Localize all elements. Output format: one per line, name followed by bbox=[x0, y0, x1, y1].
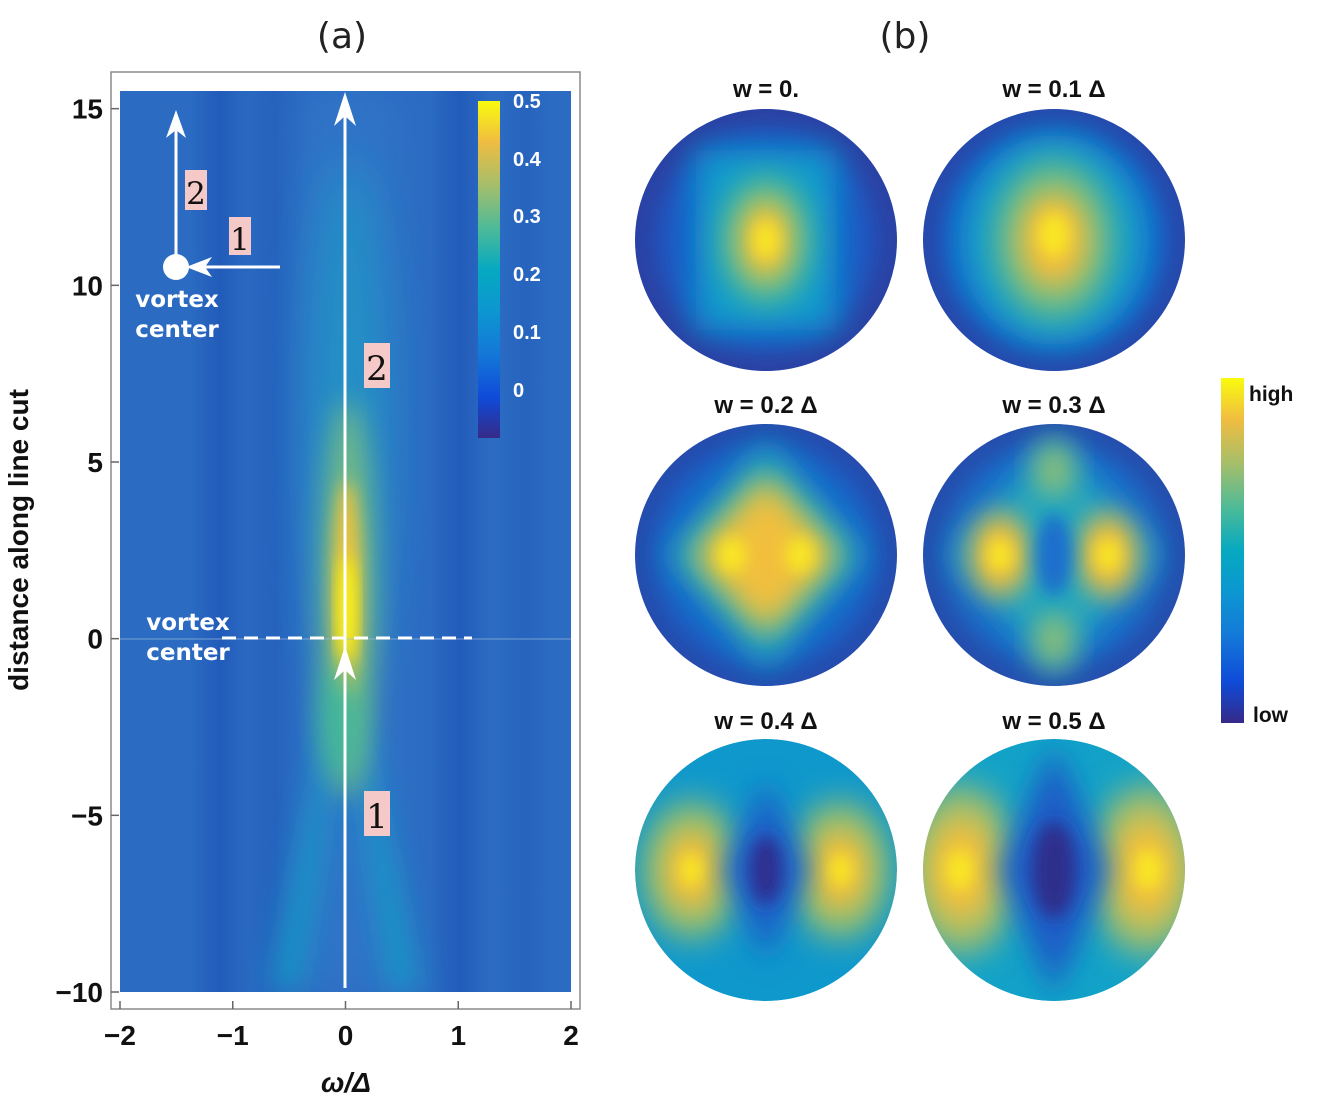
colorbar-a-bar bbox=[478, 101, 500, 438]
vortex-center-label-line1: vortex bbox=[146, 610, 230, 636]
y-tick-label-0: 15 bbox=[72, 94, 103, 125]
inset-vortex-label-line2: center bbox=[135, 317, 219, 343]
colorbar-b-low-label: low bbox=[1253, 704, 1289, 727]
map4-left-hot bbox=[680, 854, 704, 886]
map2-hot-right bbox=[786, 537, 814, 573]
y-axis-ticks: 15 10 5 0 −5 −10 bbox=[56, 94, 119, 1008]
colorbar-a-ticks: 0.5 0.4 0.3 0.2 0.1 0 bbox=[513, 91, 542, 402]
inset-vortex-dot bbox=[163, 254, 189, 280]
x-axis-ticks: −2 −1 0 1 2 bbox=[104, 1001, 579, 1051]
y-axis-label: distance along line cut bbox=[3, 389, 34, 691]
ldos-map-w0 bbox=[635, 109, 897, 371]
panel-b-colorbar: high low bbox=[1221, 378, 1293, 727]
map4-center-dark bbox=[750, 836, 782, 904]
panel-a-label: (a) bbox=[317, 16, 367, 57]
colorbar-b-high-label: high bbox=[1249, 383, 1293, 406]
colorbar-a-tick-5: 0 bbox=[513, 380, 524, 402]
map2-diamond-orange bbox=[702, 485, 830, 625]
cut-1-badge: 1 bbox=[364, 791, 390, 837]
map3-left-hot bbox=[988, 539, 1012, 571]
colorbar-a-tick-3: 0.2 bbox=[513, 264, 541, 286]
colorbar-b-bar bbox=[1221, 378, 1244, 723]
map3-bottom-lobe bbox=[1034, 612, 1074, 668]
ldos-map-w3 bbox=[923, 424, 1185, 686]
colorbar-a-tick-2: 0.3 bbox=[513, 206, 541, 228]
map0-yellow bbox=[754, 222, 778, 258]
cut-1-badge-label: 1 bbox=[366, 797, 388, 837]
map2-hot-left bbox=[718, 537, 746, 573]
y-tick-label-5: −10 bbox=[56, 977, 104, 1008]
heatmap-band-dark-mid bbox=[240, 91, 310, 992]
panel-b-label: (b) bbox=[880, 16, 931, 57]
heatmap-yellow-core bbox=[339, 555, 355, 665]
inset-2-badge-bg bbox=[185, 170, 207, 210]
x-tick-label-2: 0 bbox=[338, 1020, 354, 1051]
inset-1-badge-bg bbox=[229, 217, 251, 255]
inset-2-badge-label: 2 bbox=[186, 176, 206, 212]
y-tick-label-4: −5 bbox=[71, 800, 103, 831]
ldos-map-w2 bbox=[635, 424, 897, 686]
map5-left-hot bbox=[946, 850, 974, 890]
x-tick-label-4: 2 bbox=[563, 1020, 579, 1051]
x-axis-label: ω/Δ bbox=[321, 1067, 371, 1098]
map-title-4: w = 0.4 Δ bbox=[713, 708, 817, 735]
map-title-2: w = 0.2 Δ bbox=[713, 392, 817, 419]
inset-vortex-label-line1: vortex bbox=[135, 287, 219, 313]
map-title-3: w = 0.3 Δ bbox=[1001, 392, 1105, 419]
inset-arrow-1-head bbox=[186, 257, 212, 277]
cut-2-badge-label: 2 bbox=[366, 349, 388, 389]
map3-center-hole bbox=[1036, 515, 1072, 595]
inset-1-badge-label: 1 bbox=[230, 222, 250, 258]
ldos-map-w1 bbox=[923, 109, 1185, 371]
x-tick-label-0: −2 bbox=[104, 1020, 136, 1051]
ldos-map-w4 bbox=[635, 739, 897, 1001]
map-title-5: w = 0.5 Δ bbox=[1001, 708, 1105, 735]
inset-arrow-2-head bbox=[166, 110, 186, 138]
ldos-map-w5 bbox=[923, 739, 1185, 1001]
heatmap-band-dark-edge bbox=[500, 91, 550, 992]
map5-right-hot bbox=[1134, 850, 1162, 890]
map-title-1: w = 0.1 Δ bbox=[1001, 76, 1105, 103]
cut-2-badge-bg bbox=[364, 343, 390, 388]
y-tick-label-3: 0 bbox=[87, 624, 103, 655]
map-title-0: w = 0. bbox=[732, 76, 799, 103]
map3-top-lobe bbox=[1034, 442, 1074, 498]
map4-right-hot bbox=[828, 854, 852, 886]
map3-right-hot bbox=[1096, 539, 1120, 571]
map1-yellow bbox=[1039, 213, 1069, 257]
map5-center-dark bbox=[1032, 822, 1076, 918]
colorbar-a-tick-1: 0.4 bbox=[513, 149, 542, 171]
line-cut-arrow bbox=[334, 92, 356, 988]
vortex-center-label-line2: center bbox=[146, 640, 230, 666]
cut-2-badge: 2 bbox=[364, 343, 390, 389]
line-cut-arrow-head-top bbox=[334, 92, 356, 126]
line-cut-arrow-head-mid bbox=[334, 646, 356, 680]
heatmap-lower-core bbox=[320, 660, 360, 780]
x-tick-label-1: −1 bbox=[217, 1020, 249, 1051]
colorbar-a-tick-0: 0.5 bbox=[513, 91, 541, 113]
y-tick-label-1: 10 bbox=[72, 270, 103, 301]
panel-a-colorbar: 0.5 0.4 0.3 0.2 0.1 0 bbox=[478, 91, 542, 438]
colorbar-a-tick-4: 0.1 bbox=[513, 322, 541, 344]
x-tick-label-3: 1 bbox=[450, 1020, 466, 1051]
cut-1-badge-bg bbox=[364, 791, 390, 836]
inset-schematic: 2 1 vortex center bbox=[135, 110, 280, 343]
y-tick-label-2: 5 bbox=[87, 447, 103, 478]
